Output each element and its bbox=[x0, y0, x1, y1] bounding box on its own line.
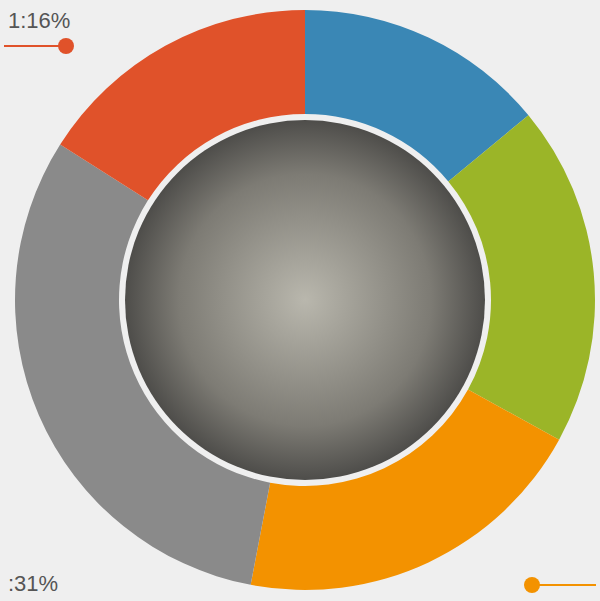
slices bbox=[15, 10, 595, 590]
center-photo bbox=[125, 120, 485, 480]
background bbox=[0, 0, 600, 601]
leader-line bbox=[4, 45, 66, 47]
leader-line bbox=[532, 584, 596, 586]
slice-label: :31% bbox=[8, 571, 58, 596]
slice-label: 1:16% bbox=[8, 8, 70, 33]
leader-dot bbox=[524, 577, 540, 593]
labels: :31% 1:16% bbox=[4, 8, 596, 596]
leader-dot bbox=[58, 38, 74, 54]
chart: :31% 1:16% bbox=[0, 0, 600, 601]
